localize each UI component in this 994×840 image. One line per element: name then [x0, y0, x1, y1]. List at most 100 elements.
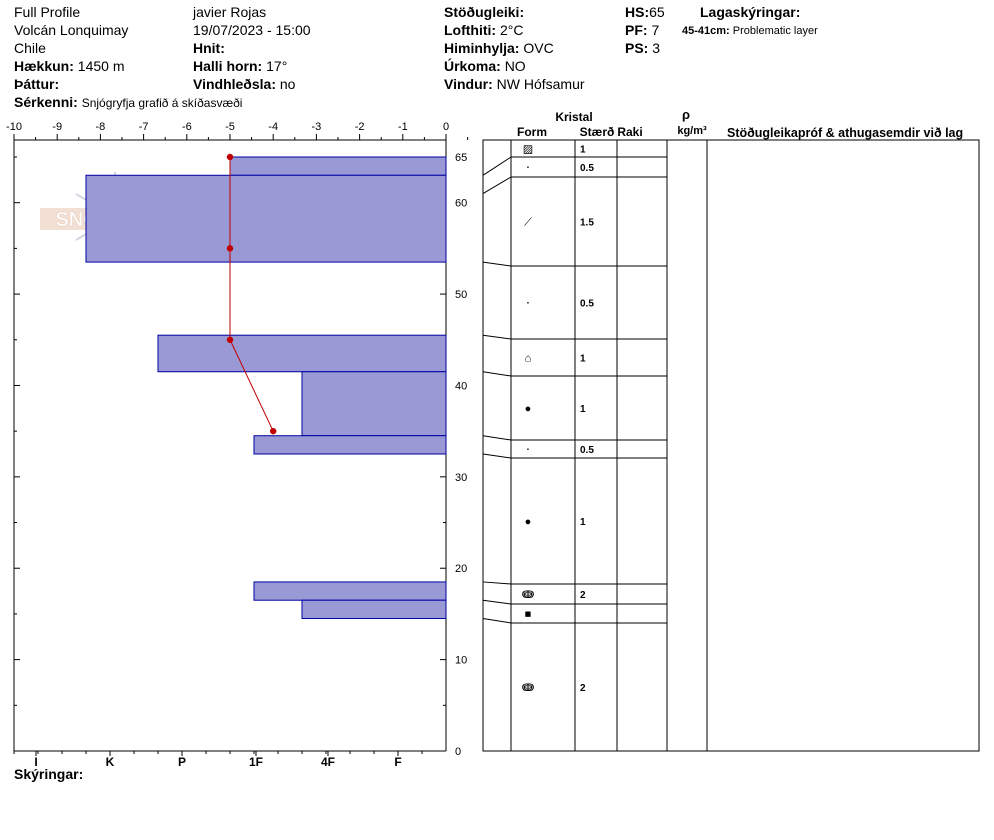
pf: PF: 7	[625, 21, 659, 39]
temp-tick-label: -10	[6, 121, 22, 133]
elevation-label: Hækkun:	[14, 58, 74, 74]
temp-tick-label: -5	[225, 121, 235, 133]
moisture-header: Raki	[617, 125, 642, 139]
hs: HS:65	[625, 3, 665, 21]
profile-title: Full Profile	[14, 4, 81, 20]
features-value: Snjógryfja grafið á skíðasvæði	[81, 96, 243, 110]
hardness-bar	[253, 435, 447, 455]
notes-label: Skýringar:	[14, 766, 84, 782]
temp-tick-label: -4	[268, 121, 278, 133]
temp-tick-label: -1	[398, 121, 408, 133]
layer-connector	[482, 176, 512, 194]
temp-tick-label: 0	[443, 121, 449, 133]
layer-connector	[482, 261, 512, 267]
hardness-bar	[229, 156, 447, 176]
depth-tick-label: 10	[455, 655, 467, 667]
datetime: 19/07/2023 - 15:00	[193, 22, 311, 38]
layer-size: 0.5	[580, 163, 594, 174]
aspect: Þáttur:	[14, 75, 59, 93]
layer-size: 1	[580, 404, 586, 415]
pf-label: PF:	[625, 22, 648, 38]
layer-connector	[482, 617, 512, 624]
layer-size: 0.5	[580, 445, 594, 456]
temperature-line	[229, 157, 274, 432]
layer-size: 1	[580, 354, 586, 365]
temp-tick-label: -8	[96, 121, 106, 133]
slope: Halli horn: 17°	[193, 57, 287, 75]
temp-tick-label: -6	[182, 121, 192, 133]
precip-label: Úrkoma:	[444, 58, 501, 74]
rho-header: ρ	[682, 107, 690, 122]
depth-tick-label: 20	[455, 563, 467, 575]
density-header: kg/m³	[677, 125, 707, 137]
temp-tick-label: -7	[139, 121, 149, 133]
tests-header: Stöðugleikapróf & athugasemdir við lag	[727, 126, 963, 140]
ps-value: 3	[652, 40, 661, 56]
sky-value: OVC	[523, 40, 554, 56]
wind-loading-label: Vindhleðsla:	[193, 76, 276, 92]
ps-label: PS:	[625, 40, 649, 56]
layer-form: ⟋	[524, 217, 532, 229]
hardness-bars	[85, 156, 447, 619]
layer-form: ↈ	[522, 589, 534, 601]
crystal-header: Kristal	[555, 110, 592, 124]
hardness-tick-label: 4F	[321, 755, 335, 769]
precip: Úrkoma: NO	[444, 57, 526, 75]
layer-connector	[482, 599, 512, 605]
air-temp-value: 2°C	[499, 22, 524, 38]
layer-note-text: Problematic layer	[732, 25, 818, 37]
aspect-label: Þáttur:	[14, 76, 60, 92]
layer-connector	[482, 371, 512, 377]
notes: Skýringar:	[14, 765, 83, 783]
temp-tick-label: -2	[355, 121, 365, 133]
air-temp: Lofthiti: 2°C	[444, 21, 523, 39]
layer-form: ●	[525, 516, 532, 528]
layer-table: ▨ 1 · 0.5 ⟋ 1.5 · 0.5 ⌂ 1 ● 1 · 0.5 ● 1 ↈ 2 ■ ↈ 2	[482, 139, 980, 752]
layer-form: ↈ	[522, 682, 534, 694]
temp-tick-label: -9	[52, 121, 62, 133]
coords-label: Hnit:	[193, 40, 225, 56]
hardness-bar	[301, 599, 447, 619]
layer-notes-title: Lagaskýringar:	[700, 4, 801, 20]
layer-form: ·	[526, 440, 531, 456]
temperature-profile	[226, 153, 277, 435]
layer-size: 2	[580, 683, 586, 694]
elevation: Hækkun: 1450 m	[14, 57, 125, 75]
hardness-bar	[85, 174, 447, 263]
layer-connector	[482, 156, 512, 176]
pf-value: 7	[651, 22, 660, 38]
features: Sérkenni: Snjógryfja grafið á skíðasvæði	[14, 93, 242, 112]
sky: Himinhylja: OVC	[444, 39, 554, 57]
layer-form: ·	[526, 158, 531, 174]
layer-size: 2	[580, 590, 586, 601]
hardness-tick-label: P	[178, 755, 186, 769]
layer-connector	[482, 435, 512, 441]
layer-form: ▨	[523, 144, 533, 156]
coords: Hnit:	[193, 39, 225, 57]
hardness-tick-label: I	[34, 755, 37, 769]
wind-label: Vindur:	[444, 76, 493, 92]
depth-tick-label: 0	[455, 746, 461, 758]
air-temp-label: Lofthiti:	[444, 22, 497, 38]
temp-tick-label: -3	[312, 121, 322, 133]
observer: javier Rojas	[193, 4, 267, 20]
layer-form: ●	[525, 403, 532, 415]
temperature-point	[226, 245, 234, 252]
layer-note: 45-41cm: Problematic layer	[682, 22, 818, 40]
precip-value: NO	[504, 58, 526, 74]
ps: PS: 3	[625, 39, 660, 57]
depth-tick-label: 40	[455, 380, 467, 392]
temperature-point	[226, 153, 234, 161]
depth-tick-label: 30	[455, 472, 467, 484]
wind-loading: Vindhleðsla: no	[193, 75, 295, 93]
layer-size: 1	[580, 517, 586, 528]
depth-tick-label: 65	[455, 152, 467, 164]
layer-size: 1	[580, 145, 586, 156]
hardness-bar	[301, 371, 447, 437]
slope-value: 17°	[266, 58, 288, 74]
layer-size: 1.5	[580, 218, 594, 229]
layer-note-range: 45-41cm:	[682, 25, 730, 37]
wind-value: NW Hófsamur	[496, 76, 585, 92]
